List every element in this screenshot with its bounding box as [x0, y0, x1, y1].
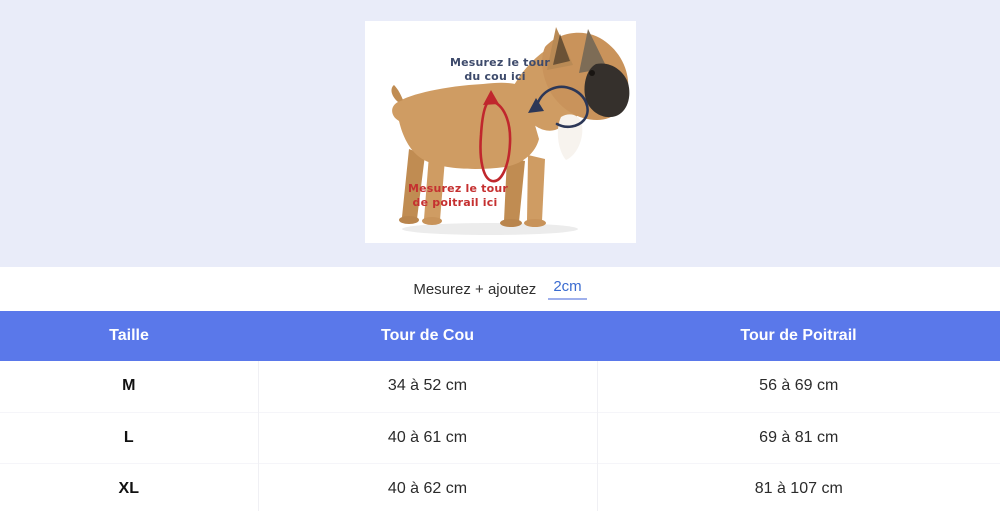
dog-illustration: Mesurez le tour du cou ici Mesurez le to… [390, 27, 629, 235]
svg-text:de poitrail ici: de poitrail ici [412, 196, 497, 209]
table-row-l: L 40 à 61 cm 69 à 81 cm [0, 411, 1000, 463]
dog-eye [588, 70, 595, 76]
size-label: XL [0, 462, 258, 511]
dog-shadow [401, 223, 578, 235]
dog-ear-right [578, 29, 607, 73]
size-guide-hero: Mesurez le tour du cou ici Mesurez le to… [0, 0, 1000, 267]
table-row-xl: XL 40 à 62 cm 81 à 107 cm [0, 462, 1000, 511]
column-header-tour-de-poitrail: Tour de Poitrail [597, 311, 1000, 361]
neck-range: 40 à 61 cm [257, 411, 597, 463]
chest-label: Mesurez le tour de poitrail ici [407, 182, 507, 209]
dog-tail [390, 85, 403, 102]
added-length-link[interactable]: 2cm [548, 278, 587, 300]
size-label: L [0, 411, 258, 463]
table-row-m: M 34 à 52 cm 56 à 69 cm [0, 361, 1000, 412]
svg-text:Mesurez le tour: Mesurez le tour [407, 182, 507, 195]
neck-label: Mesurez le tour du cou ici [449, 56, 549, 83]
neck-arrow [527, 85, 589, 129]
chest-range: 56 à 69 cm [596, 361, 1000, 412]
chest-range: 69 à 81 cm [596, 411, 1000, 463]
column-header-tour-de-cou: Tour de Cou [258, 311, 597, 361]
svg-text:Mesurez le tour: Mesurez le tour [449, 56, 549, 69]
size-table: Taille Tour de Cou Tour de Poitrail M 34… [0, 311, 1000, 511]
measure-note: Mesurez + ajoutez 2cm [0, 267, 1000, 311]
svg-text:du cou ici: du cou ici [464, 70, 525, 83]
chest-arrow [478, 90, 511, 183]
measure-note-text: Mesurez + ajoutez [413, 280, 537, 298]
neck-range: 34 à 52 cm [257, 361, 597, 412]
size-table-header-row: Taille Tour de Cou Tour de Poitrail [0, 311, 1000, 361]
chest-range: 81 à 107 cm [596, 462, 1000, 511]
dog-measurement-image: Mesurez le tour du cou ici Mesurez le to… [364, 21, 636, 243]
neck-range: 40 à 62 cm [257, 462, 597, 511]
dog-muzzle [583, 63, 629, 118]
column-header-taille: Taille [0, 311, 258, 361]
size-label: M [0, 361, 258, 412]
